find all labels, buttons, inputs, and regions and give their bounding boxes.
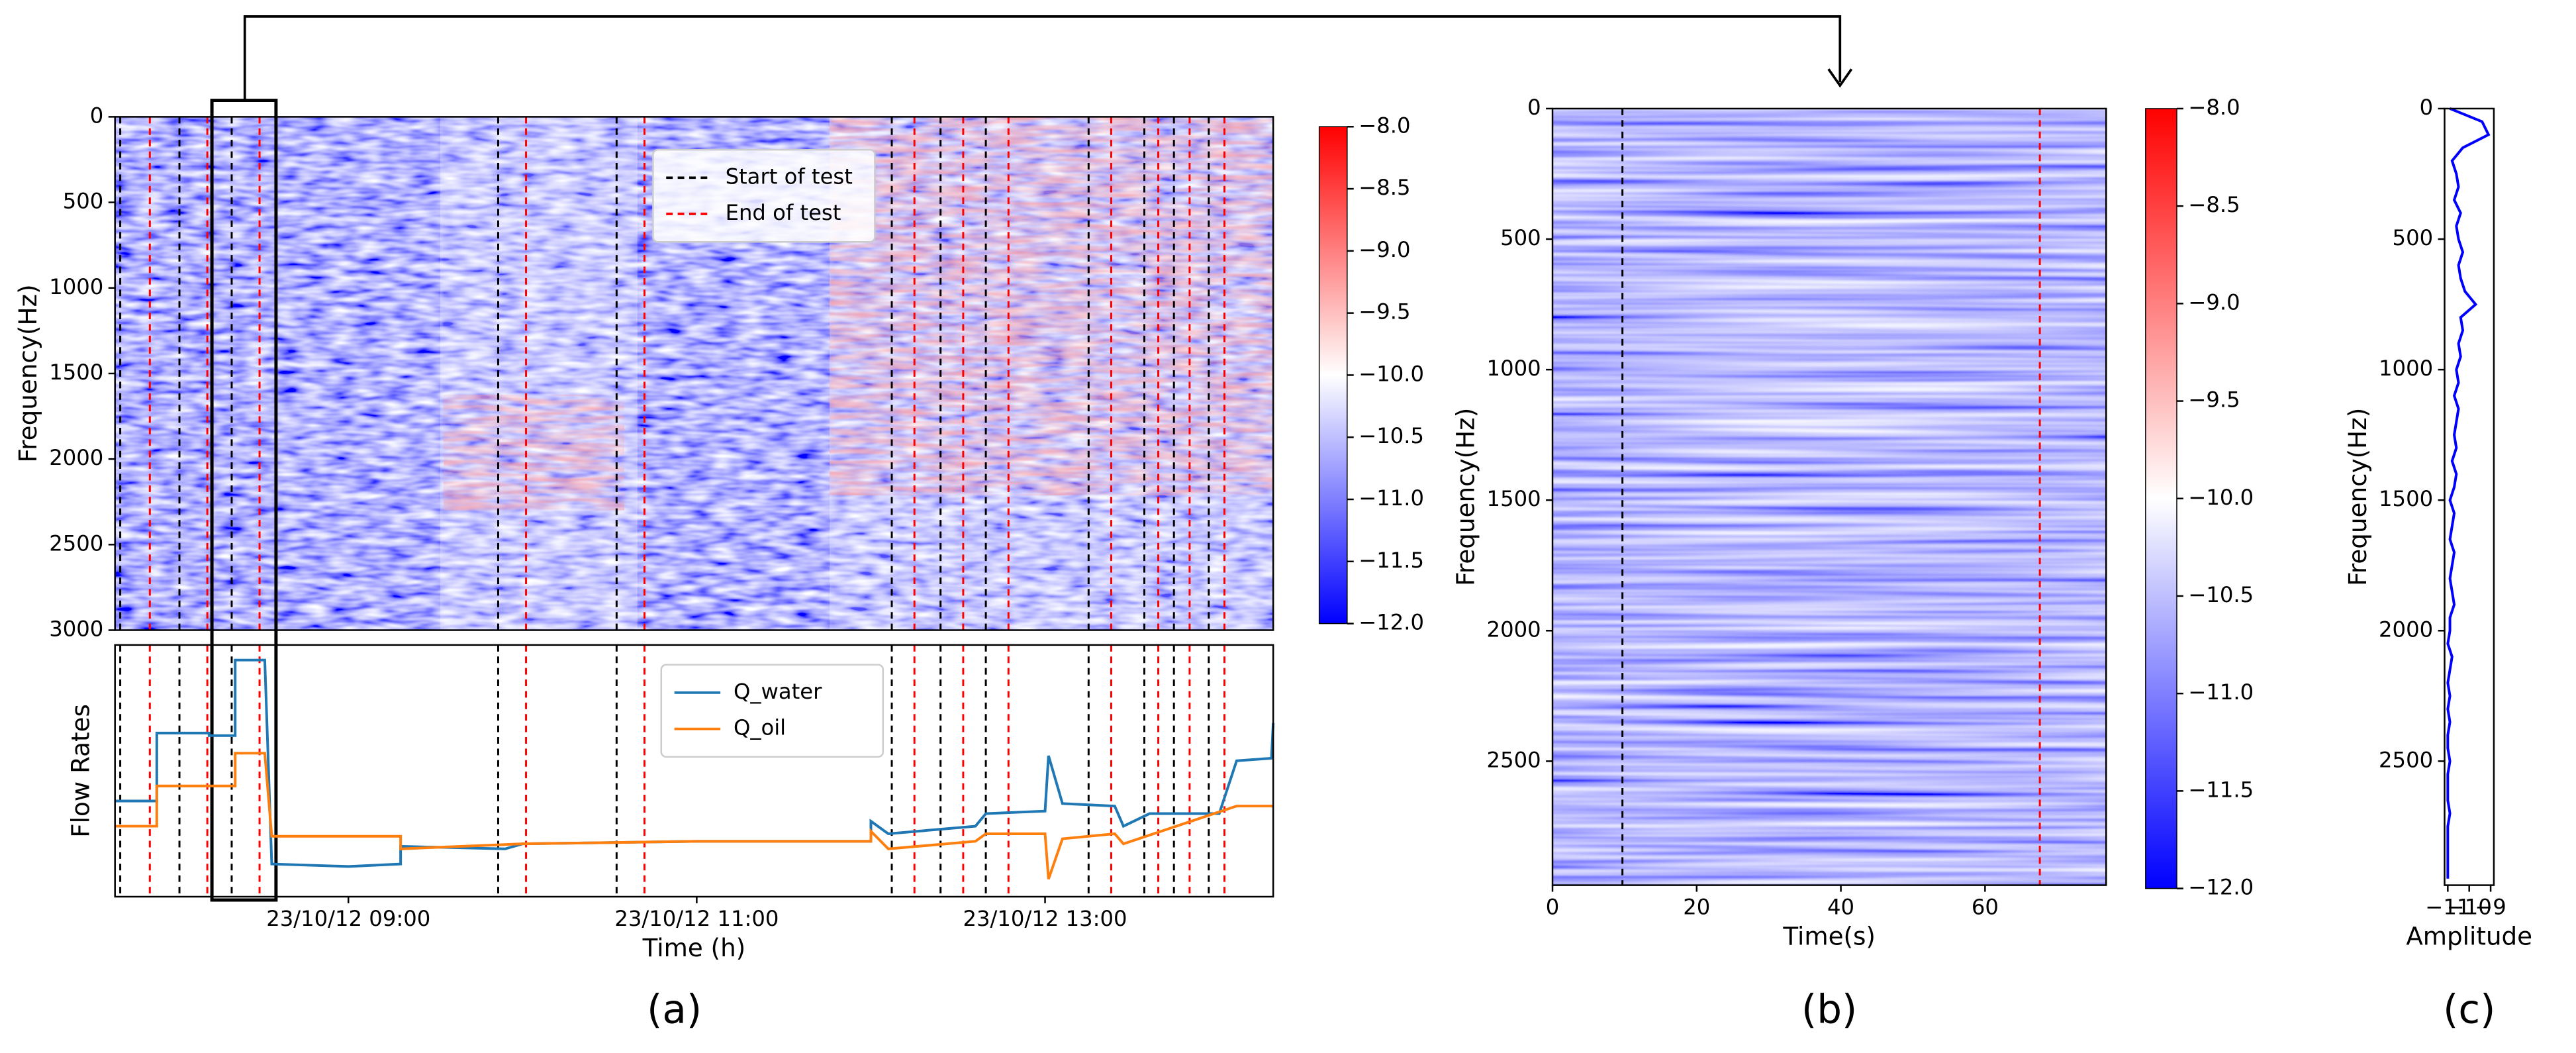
axes-frame [1551, 107, 2107, 886]
colorbar-tick-label: −8.5 [2188, 192, 2240, 217]
x-tick-label: 60 [1972, 894, 1999, 919]
x-axis-label: Time (h) [642, 933, 746, 962]
y-axis-label: Frequency(Hz) [2343, 408, 2372, 586]
y-tick-label: 500 [2393, 225, 2434, 250]
y-tick-label: 500 [1500, 225, 1541, 250]
x-tick-label: −9 [2475, 894, 2506, 919]
y-tick-label: 0 [1527, 95, 1541, 120]
colorbar-tick-label: −12.0 [2188, 875, 2254, 900]
spectrogram-region [444, 395, 624, 511]
axes-frame [114, 644, 1274, 898]
colorbar-tick-label: −10.0 [1359, 361, 1424, 386]
zoom-arrow [243, 15, 1842, 101]
y-tick-label: 3000 [49, 617, 103, 642]
zoom-box [210, 99, 278, 902]
x-tick-label: 0 [1546, 894, 1560, 919]
colorbar [2145, 108, 2177, 889]
series-line [2446, 107, 2491, 879]
colorbar-tick-label: −10.5 [2188, 582, 2254, 607]
y-axis-label: Flow Rates [66, 704, 95, 838]
y-tick-label: 2500 [2379, 747, 2433, 772]
colorbar-tick-label: −11.0 [2188, 679, 2254, 705]
colorbar-tick-label: −9.5 [2188, 387, 2240, 413]
y-tick-label: 1500 [2379, 486, 2433, 511]
y-tick-label: 1000 [1487, 356, 1541, 381]
colorbar-tick-label: −9.0 [2188, 289, 2240, 315]
y-tick-label: 2000 [2379, 617, 2433, 642]
colorbar-tick-label: −11.5 [1359, 548, 1424, 573]
y-tick-label: 2500 [1487, 747, 1541, 772]
legend-label: Start of test [726, 164, 853, 189]
colorbar-tick-label: −8.0 [2188, 95, 2240, 120]
y-tick-label: 0 [90, 103, 104, 128]
axes-frame [2444, 107, 2495, 886]
y-tick-label: 2000 [49, 445, 103, 470]
panel-label: (b) [1801, 987, 1857, 1032]
y-tick-label: 1000 [49, 274, 103, 299]
colorbar-tick-label: −12.0 [1359, 610, 1424, 635]
axes-frame [114, 116, 1274, 631]
spectrogram-region [830, 117, 1274, 495]
x-axis-label: Time(s) [1782, 922, 1875, 951]
colorbar-tick-label: −11.0 [1359, 485, 1424, 511]
x-tick-label: 23/10/12 11:00 [614, 906, 779, 931]
colorbar-tick-label: −10.5 [1359, 423, 1424, 448]
y-tick-label: 0 [2420, 95, 2434, 120]
y-tick-label: 1000 [2379, 356, 2433, 381]
y-tick-label: 2500 [49, 530, 103, 556]
legend-label: Q_water [734, 679, 822, 704]
arrow-head [1827, 68, 1853, 88]
y-tick-label: 1500 [49, 360, 103, 385]
panel-label: (a) [647, 987, 702, 1032]
panel-label: (c) [2443, 987, 2495, 1032]
x-axis-label: Amplitude [2406, 922, 2532, 951]
x-tick-label: 20 [1683, 894, 1710, 919]
spectrogram-region [440, 117, 638, 630]
legend-box [660, 664, 884, 758]
colorbar-tick-label: −8.5 [1359, 175, 1410, 200]
series-line [115, 752, 1274, 880]
colorbar-tick-label: −9.5 [1359, 299, 1410, 325]
colorbar-tick-label: −9.0 [1359, 237, 1410, 262]
colorbar [1318, 126, 1348, 625]
colorbar-tick-label: −8.0 [1359, 113, 1410, 138]
x-tick-label: 40 [1827, 894, 1854, 919]
x-tick-label: −11 [2425, 894, 2470, 919]
y-tick-label: 500 [63, 189, 104, 214]
x-tick-label: −10 [2447, 894, 2492, 919]
legend-box [652, 148, 876, 243]
legend-label: End of test [726, 200, 841, 225]
y-tick-label: 2000 [1487, 617, 1541, 642]
x-tick-label: 23/10/12 13:00 [963, 906, 1127, 931]
spectrogram-image [1552, 108, 2107, 885]
legend-label: Q_oil [734, 715, 786, 740]
colorbar-tick-label: −10.0 [2188, 485, 2254, 510]
colorbar-tick-label: −11.5 [2188, 777, 2254, 802]
y-tick-label: 1500 [1487, 486, 1541, 511]
y-axis-label: Frequency(Hz) [1451, 408, 1480, 586]
y-axis-label: Frequency(Hz) [13, 284, 42, 462]
x-tick-label: 23/10/12 09:00 [266, 906, 430, 931]
